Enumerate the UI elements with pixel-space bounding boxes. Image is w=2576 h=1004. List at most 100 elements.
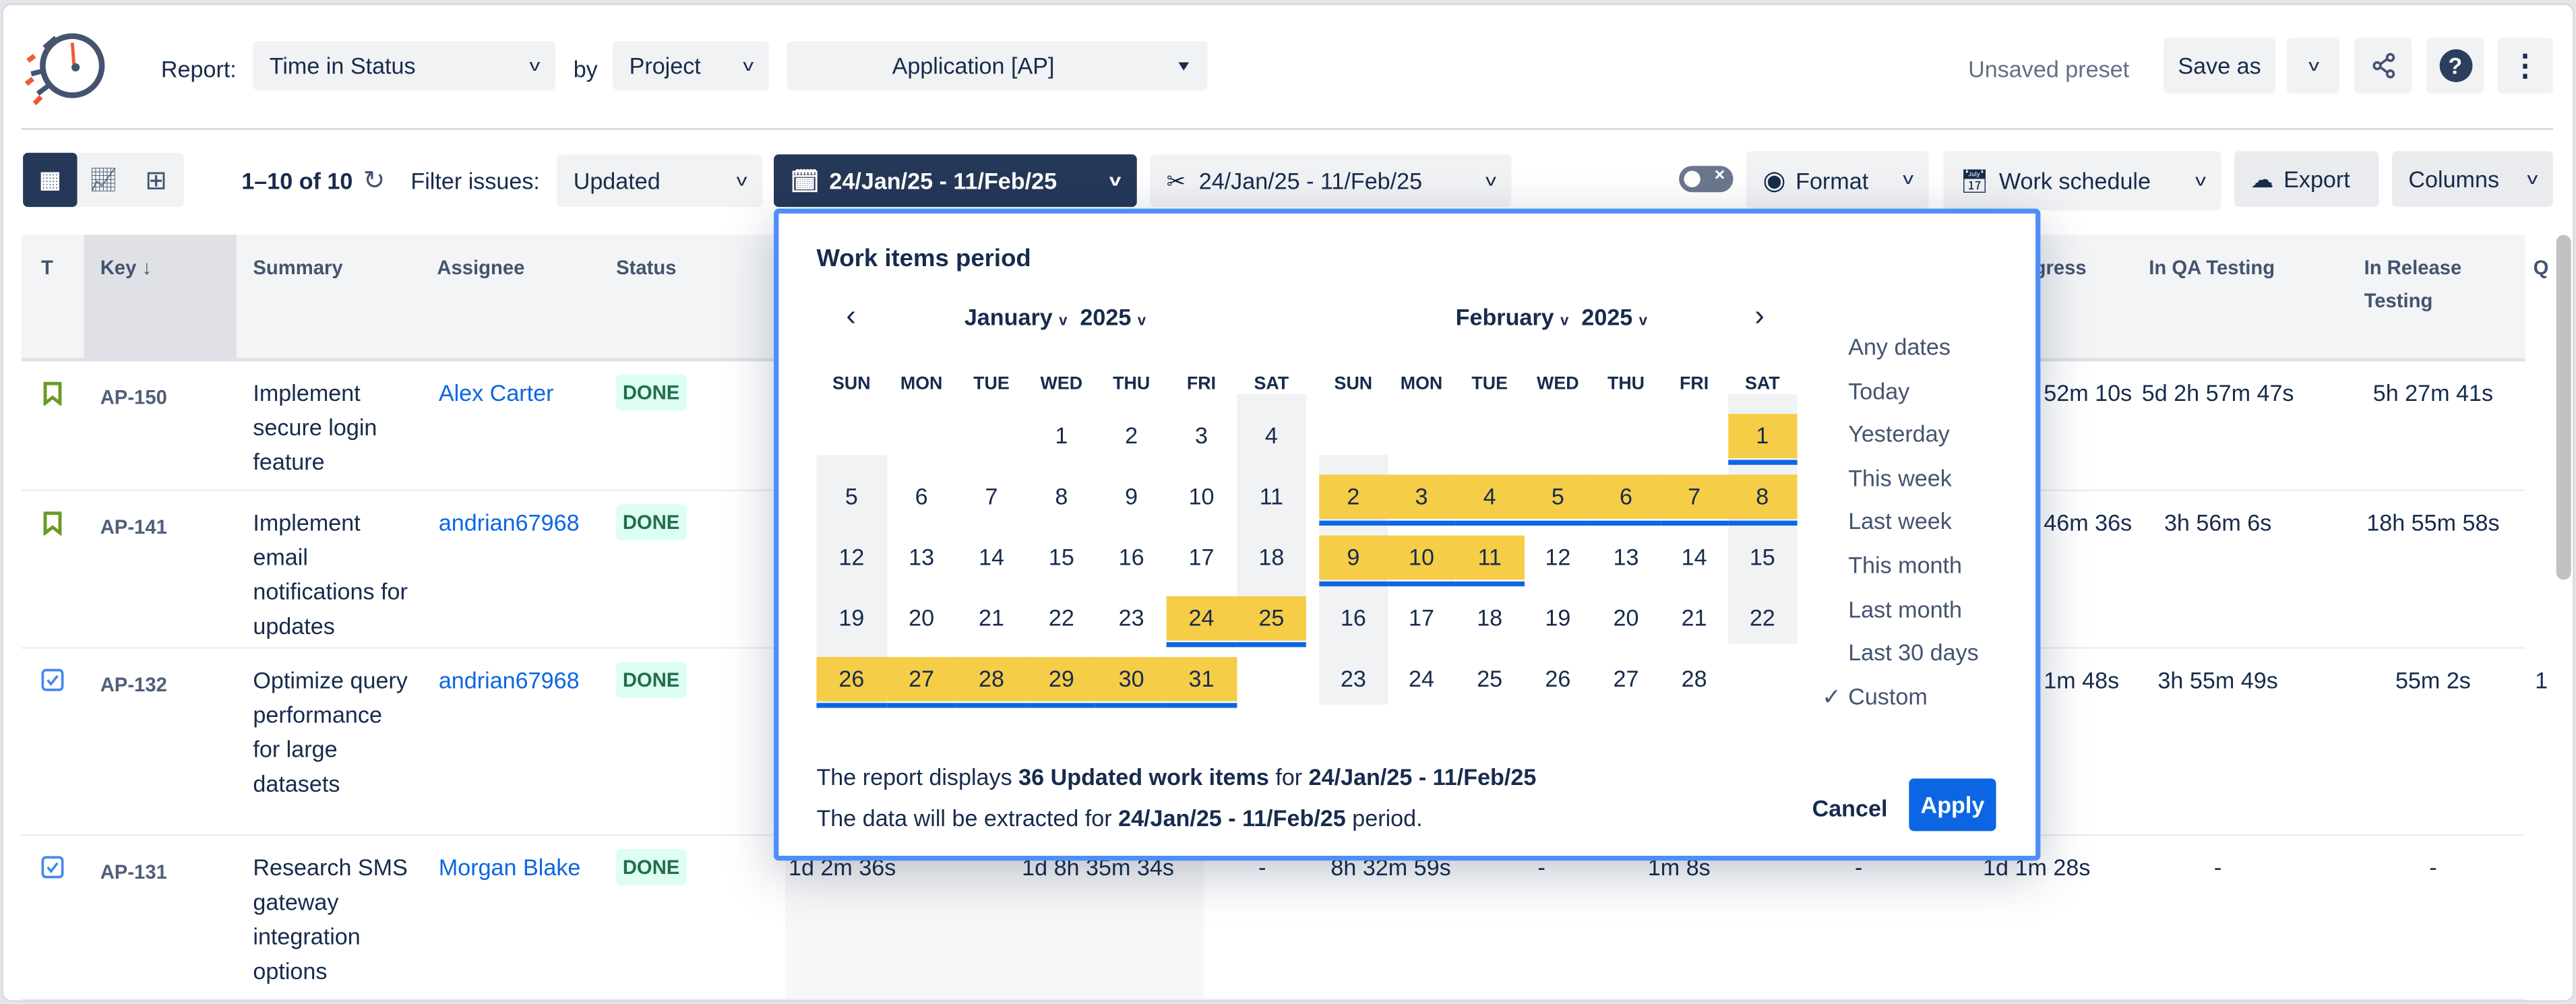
calendar-day[interactable]: 27 [1613,665,1639,692]
column-header-assignee[interactable]: Assignee [437,256,525,280]
apply-button[interactable]: Apply [1909,778,1996,832]
assignee-link[interactable]: Alex Carter [438,379,554,406]
cancel-button[interactable]: Cancel [1812,794,1888,821]
calendar-day[interactable]: 14 [1681,543,1707,570]
cut-range-button[interactable]: ✂ 24/Jan/25 - 11/Feb/25 v [1150,154,1512,208]
calendar-day-selected[interactable]: 27 [886,657,957,701]
calendar-day[interactable]: 28 [1681,665,1707,692]
calendar-day-selected[interactable]: 9 [1319,535,1388,580]
report-type-select[interactable]: Time in Status v [253,40,555,91]
column-header-q[interactable]: Q [2533,256,2549,280]
filter-field-select[interactable]: Updated v [557,154,762,208]
format-button[interactable]: ◉ Format v [1746,151,1929,209]
column-header-in-qa-testing[interactable]: In QA Testing [2149,256,2275,280]
pivot-view-button[interactable]: ⊞ [130,164,183,197]
calendar-day[interactable]: 16 [1340,604,1366,631]
more-button[interactable]: ⋮ [2497,38,2553,94]
refresh-icon[interactable]: ↻ [363,167,386,196]
calendar-day[interactable]: 12 [838,543,865,570]
issue-key[interactable]: AP-132 [100,673,167,697]
calendar-day[interactable]: 20 [1613,604,1639,631]
assignee-link[interactable]: andrian67968 [438,509,580,536]
project-select[interactable]: Application [AP] ▾ [787,40,1208,91]
toggle-switch[interactable]: × [1679,166,1734,193]
calendar-day[interactable]: 13 [1613,543,1639,570]
year-select[interactable]: 2025 [1080,303,1132,330]
calendar-day[interactable]: 23 [1340,665,1366,692]
work-schedule-button[interactable]: 📅︎ Work schedule v [1943,151,2221,210]
calendar-day[interactable]: 9 [1125,482,1138,509]
column-header-in-release-testing[interactable]: In Release Testing [2364,256,2462,313]
preset-option[interactable]: Today [1848,377,1910,404]
preset-option[interactable]: Last week [1848,508,1952,535]
calendar-day[interactable]: 23 [1118,604,1144,631]
calendar-day[interactable]: 19 [838,604,865,631]
table-row[interactable]: AP-131 Research SMS gateway integration … [21,834,2525,1001]
next-month-button[interactable]: › [1754,299,1765,332]
calendar-day[interactable]: 6 [915,482,928,509]
preset-option[interactable]: Yesterday [1848,420,1950,447]
calendar-day-selected[interactable]: 28 [956,657,1026,701]
calendar-day-selected[interactable]: 30 [1096,657,1167,701]
assignee-link[interactable]: Morgan Blake [438,854,581,881]
calendar-day-selected[interactable]: 7 [1660,474,1729,520]
calendar-day[interactable]: 21 [1681,604,1707,631]
calendar-day[interactable]: 1 [1055,422,1068,449]
calendar-day[interactable]: 12 [1545,543,1571,570]
calendar-day[interactable]: 17 [1409,604,1435,631]
calendar-day-selected[interactable]: 2 [1319,474,1388,520]
calendar-day[interactable]: 10 [1188,482,1215,509]
calendar-day-selected[interactable]: 31 [1166,657,1237,701]
calendar-day[interactable]: 26 [1545,665,1571,692]
vertical-scrollbar[interactable] [2556,234,2571,580]
calendar-day[interactable]: 15 [1749,543,1775,570]
calendar-day[interactable]: 18 [1477,604,1503,631]
calendar-day[interactable]: 13 [909,543,935,570]
calendar-day-selected[interactable]: 1 [1728,414,1797,459]
calendar-day-selected[interactable]: 4 [1455,474,1524,520]
help-button[interactable]: ? [2426,38,2484,94]
grid-view-button[interactable]: ▦ [23,152,78,208]
calendar-day-selected[interactable]: 29 [1026,657,1097,701]
calendar-day[interactable]: 24 [1409,665,1435,692]
preset-option[interactable]: ✓ Custom [1822,683,1928,710]
preset-option[interactable]: This month [1848,552,1962,578]
calendar-day[interactable]: 7 [985,482,998,509]
calendar-day[interactable]: 17 [1188,543,1215,570]
calendar-day-selected[interactable]: 8 [1728,474,1797,520]
preset-option[interactable]: Last month [1848,595,1963,622]
calendar-day-selected[interactable]: 5 [1523,474,1592,520]
calendar-day[interactable]: 25 [1477,665,1503,692]
preset-option[interactable]: Any dates [1848,333,1951,360]
calendar-day[interactable]: 5 [845,482,858,509]
calendar-day[interactable]: 21 [978,604,1004,631]
year-select[interactable]: 2025 [1581,303,1633,330]
calendar-day-selected[interactable]: 11 [1455,535,1524,580]
calendar-day[interactable]: 16 [1118,543,1144,570]
calendar-day[interactable]: 15 [1048,543,1074,570]
chart-view-button[interactable]: 📈︎ [78,166,130,193]
assignee-link[interactable]: andrian67968 [438,666,580,693]
calendar-day[interactable]: 22 [1749,604,1775,631]
calendar-day-selected[interactable]: 24 [1166,596,1237,641]
calendar-day[interactable]: 19 [1545,604,1571,631]
preset-option[interactable]: Last 30 days [1848,639,1979,666]
preset-option[interactable]: This week [1848,464,1952,491]
issue-key[interactable]: AP-150 [100,385,167,409]
calendar-day-selected[interactable]: 10 [1387,535,1456,580]
column-header-type[interactable]: T [40,256,53,280]
month-select-february[interactable]: February v 2025 v [1455,303,1648,330]
calendar-day-selected[interactable]: 6 [1591,474,1661,520]
issue-key[interactable]: AP-141 [100,515,167,539]
export-button[interactable]: ☁ Export [2234,151,2379,208]
prev-month-button[interactable]: ‹ [846,299,856,332]
columns-button[interactable]: Columns v [2392,151,2553,208]
calendar-day-selected[interactable]: 26 [816,657,887,701]
calendar-day[interactable]: 3 [1195,422,1208,449]
save-as-button[interactable]: Save as [2164,38,2275,94]
calendar-day[interactable]: 14 [978,543,1004,570]
column-header-key[interactable]: Key ↓ [100,256,152,280]
column-header-summary[interactable]: Summary [253,256,343,280]
calendar-day-selected[interactable]: 3 [1387,474,1456,520]
calendar-day[interactable]: 22 [1048,604,1074,631]
